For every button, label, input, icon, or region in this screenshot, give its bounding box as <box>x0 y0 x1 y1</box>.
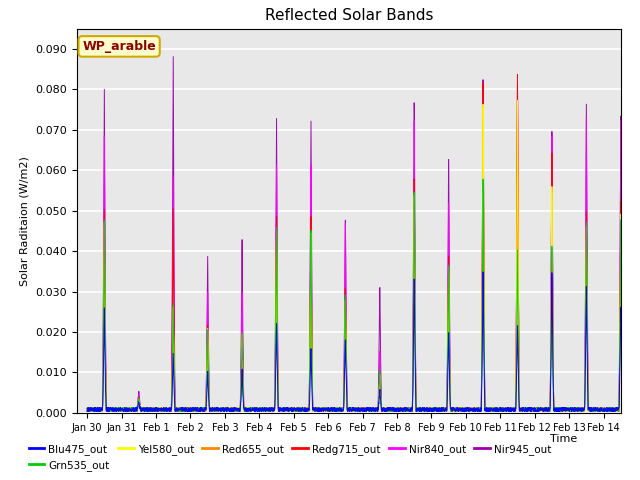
Text: WP_arable: WP_arable <box>82 40 156 53</box>
Legend: Blu475_out, Grn535_out, Yel580_out, Red655_out, Redg715_out, Nir840_out, Nir945_: Blu475_out, Grn535_out, Yel580_out, Red6… <box>24 439 556 475</box>
Text: Time: Time <box>550 433 577 444</box>
Title: Reflected Solar Bands: Reflected Solar Bands <box>264 9 433 24</box>
Y-axis label: Solar Raditaion (W/m2): Solar Raditaion (W/m2) <box>20 156 30 286</box>
